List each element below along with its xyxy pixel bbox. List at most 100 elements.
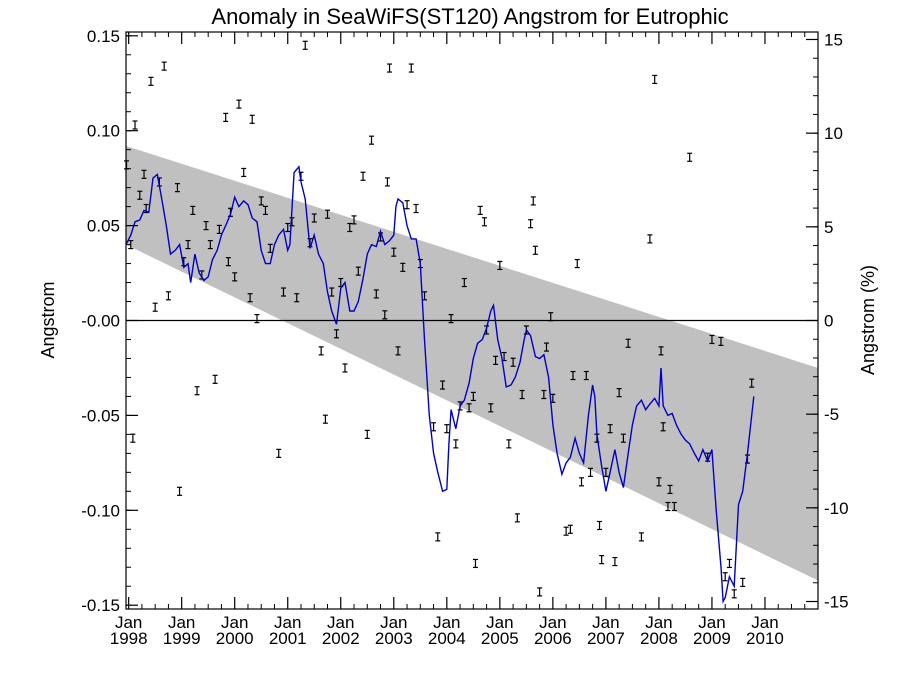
y-tick-label: -0.15 [81, 596, 120, 615]
anomaly-point [497, 260, 503, 271]
anomaly-point [444, 424, 450, 434]
x-tick-month: Jan [327, 613, 354, 632]
anomaly-point [334, 329, 340, 339]
anomaly-point [212, 374, 218, 384]
x-tick-month: Jan [115, 613, 142, 632]
x-tick-month: Jan [698, 613, 725, 632]
anomaly-point [194, 386, 200, 396]
anomaly-point [652, 74, 658, 85]
anomaly-point [514, 513, 520, 523]
anomaly-point [506, 439, 512, 449]
y2-tick-label: -5 [824, 405, 839, 424]
anomaly-point [232, 272, 238, 282]
anomaly-point [247, 293, 253, 303]
anomaly-point [152, 302, 158, 312]
anomaly-point [431, 422, 437, 432]
anomaly-point [537, 587, 543, 597]
anomaly-point [599, 555, 605, 565]
anomaly-point [470, 391, 476, 402]
anomaly-point [216, 224, 222, 234]
anomaly-point [322, 414, 328, 424]
x-tick-year: 2010 [746, 629, 784, 648]
x-tick-year: 2009 [693, 629, 731, 648]
anomaly-point [548, 312, 554, 322]
x-tick-month: Jan [433, 613, 460, 632]
anomaly-point [262, 205, 268, 216]
smoothed-anomaly-line [126, 165, 755, 604]
anomaly-point [241, 167, 247, 178]
anomaly-point [130, 433, 136, 443]
anomaly-point [570, 370, 576, 381]
anomaly-point [161, 61, 167, 71]
anomaly-point [544, 342, 550, 352]
anomaly-point [190, 205, 196, 216]
anomaly-point [574, 258, 580, 269]
anomaly-point [249, 114, 255, 124]
anomaly-point [466, 403, 472, 413]
anomaly-point [185, 239, 191, 250]
y2-tick-label: 10 [824, 124, 843, 143]
anomaly-point [382, 310, 388, 320]
anomaly-point [667, 484, 673, 495]
x-tick-year: 2002 [322, 629, 360, 648]
anomaly-point [718, 336, 724, 346]
x-tick-month: Jan [168, 613, 195, 632]
y-tick-label: 0.15 [87, 27, 120, 46]
anomaly-point [318, 346, 324, 356]
anomaly-point [294, 293, 300, 303]
anomaly-point [472, 558, 478, 569]
y-tick-label: 0.10 [87, 122, 120, 141]
anomaly-point [731, 589, 737, 599]
y2-tick-label: 5 [824, 218, 833, 237]
anomaly-point [408, 63, 414, 73]
x-tick-year: 2004 [428, 629, 466, 648]
y-tick-label: -0.10 [81, 501, 120, 520]
x-tick-month: Jan [274, 613, 301, 632]
anomaly-point [588, 467, 594, 477]
anomaly-point [280, 287, 286, 297]
anomaly-point [302, 40, 308, 50]
anomaly-point [638, 532, 644, 542]
anomaly-point [647, 234, 653, 244]
anomaly-point [583, 370, 589, 381]
anomaly-point [532, 245, 538, 255]
anomaly-point [373, 289, 379, 299]
anomaly-point [207, 239, 213, 250]
anomaly-point [276, 448, 282, 458]
anomaly-point [687, 152, 693, 162]
anomaly-point [347, 222, 353, 233]
anomaly-point [563, 526, 569, 536]
anomaly-point [223, 112, 229, 123]
anomaly-point [603, 467, 609, 477]
anomaly-point [656, 477, 662, 487]
x-tick-year: 2005 [481, 629, 519, 648]
anomaly-point [453, 439, 459, 449]
y-axis-title: Angstrom [38, 281, 58, 358]
anomaly-point [620, 433, 626, 443]
x-tick-year: 2003 [375, 629, 413, 648]
anomaly-point [749, 378, 755, 388]
anomaly-point [448, 314, 454, 324]
anomaly-point [435, 532, 441, 542]
anomaly-point [597, 520, 603, 531]
anomaly-point [329, 287, 335, 297]
anomaly-point [440, 380, 446, 390]
y2-tick-label: 0 [824, 312, 833, 331]
anomaly-point [477, 205, 483, 216]
anomaly-point [726, 558, 732, 569]
y-tick-label: -0.00 [81, 312, 120, 331]
anomaly-point [351, 215, 357, 225]
anomaly-point [709, 334, 715, 345]
y-tick-label: 0.05 [87, 217, 120, 236]
anomaly-point [493, 355, 499, 365]
anomaly-point [364, 429, 370, 439]
anomaly-point [355, 266, 361, 276]
anomaly-point [395, 346, 401, 356]
anomaly-point [607, 424, 613, 434]
anomaly-point [254, 314, 260, 324]
anomaly-point [148, 76, 154, 86]
anomaly-point [481, 217, 487, 227]
chart-title: Anomaly in SeaWiFS(ST120) Angstrom for E… [211, 4, 728, 29]
anomaly-point [342, 363, 348, 373]
anomaly-point [311, 213, 317, 223]
